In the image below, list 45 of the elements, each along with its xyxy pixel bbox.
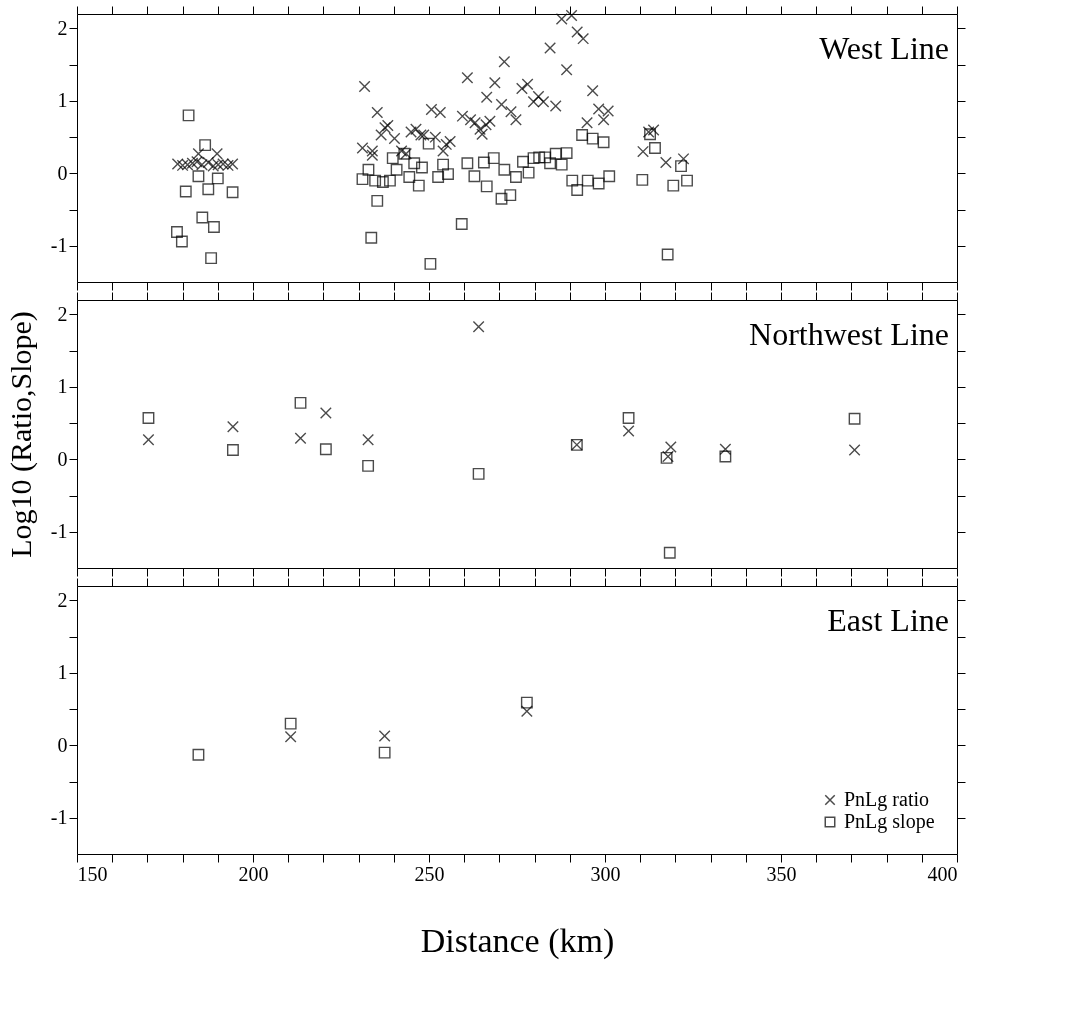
point (142, 433, 155, 446)
x-tick-label: 150 (77, 862, 108, 885)
point (848, 443, 861, 456)
point (719, 443, 732, 456)
point (622, 412, 635, 425)
x-axis-title: Distance (km) (420, 921, 615, 960)
annotation: West Line (819, 30, 949, 66)
legend-label: PnLg slope (844, 810, 935, 833)
point (664, 441, 677, 453)
y-tick-label: 0 (57, 447, 68, 470)
annotation: Northwest Line (749, 316, 949, 352)
point (226, 443, 239, 456)
y-tick-label: -1 (50, 520, 68, 543)
point (663, 546, 676, 559)
point (719, 450, 732, 463)
point (622, 425, 635, 438)
point (294, 432, 307, 445)
point (848, 412, 861, 425)
y-tick-label: 1 (57, 661, 68, 684)
legend-label: PnLg ratio (844, 788, 929, 811)
y-tick-label: 2 (57, 302, 68, 325)
x-tick-label: 300 (590, 862, 621, 885)
point (294, 396, 307, 409)
y-tick-label: -1 (50, 234, 68, 257)
point (319, 407, 332, 419)
point (472, 320, 485, 333)
y-tick-label: 2 (57, 588, 68, 611)
point (142, 412, 155, 425)
y-tick-label: 0 (57, 733, 68, 756)
y-tick-label: 1 (57, 89, 68, 112)
annotation: East Line (827, 602, 949, 638)
point (362, 459, 375, 472)
y-tick-label: 2 (57, 16, 68, 39)
y-tick-label: 0 (57, 161, 68, 184)
point (472, 467, 485, 480)
y-tick-label: -1 (50, 806, 68, 829)
point (362, 433, 375, 446)
point (226, 420, 239, 433)
x-tick-label: 200 (238, 862, 269, 885)
x-tick-label: 250 (414, 862, 445, 885)
y-axis-title: Log10 (Ratio,Slope) (3, 311, 38, 558)
x-tick-label: 350 (766, 862, 797, 885)
x-tick-label: 400 (927, 862, 958, 885)
y-tick-label: 1 (57, 375, 68, 398)
point (319, 443, 332, 456)
